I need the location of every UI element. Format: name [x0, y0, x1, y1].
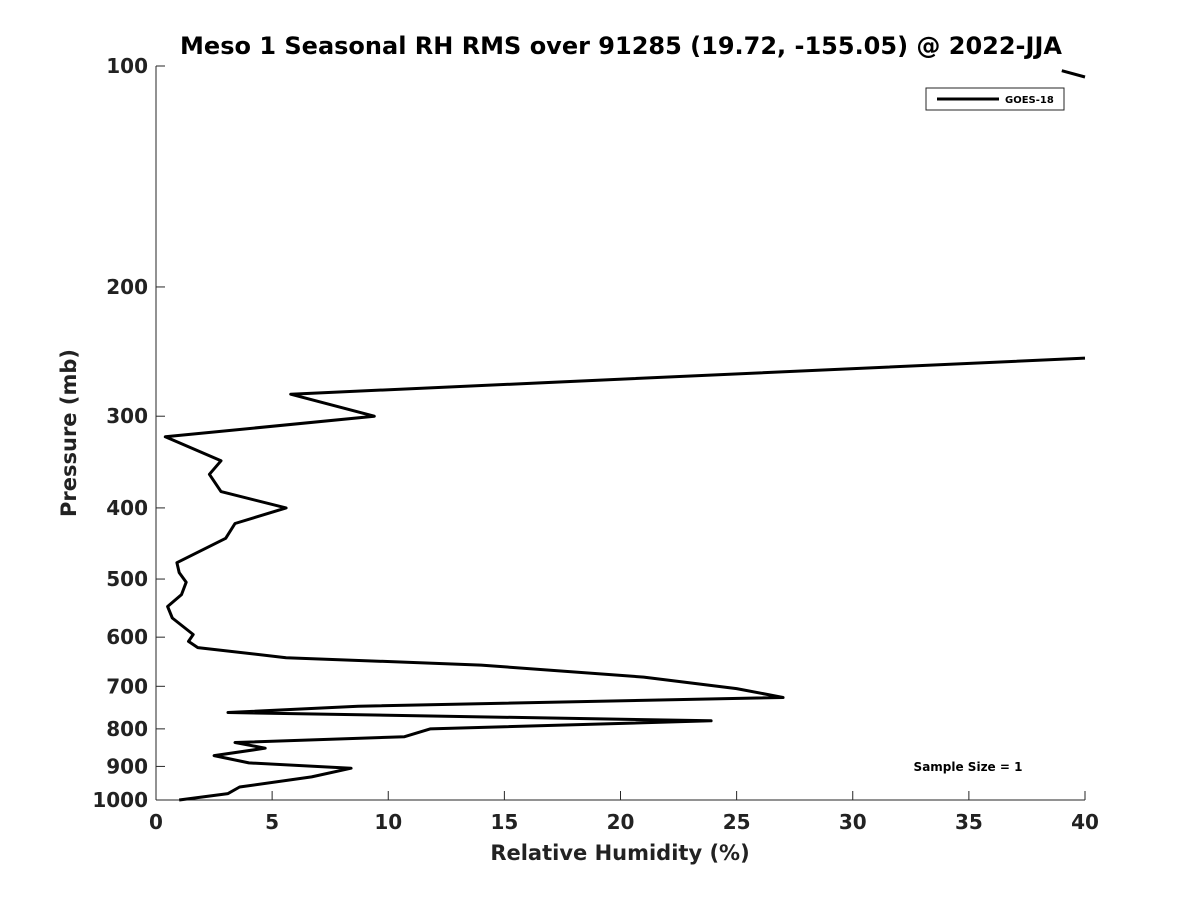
y-tick-label: 700 — [106, 674, 148, 698]
series-group — [163, 69, 1086, 802]
x-tick-label: 35 — [955, 810, 983, 834]
sample-size-annotation: Sample Size = 1 — [914, 760, 1023, 774]
series-line-goes-18 — [1061, 69, 1086, 79]
x-tick-label: 20 — [607, 810, 635, 834]
y-tick-label: 300 — [106, 404, 148, 428]
y-ticks: 100 200 300 400 500 600 700 800 900 1000 — [92, 54, 165, 812]
x-axis-label: Relative Humidity (%) — [490, 841, 749, 865]
x-tick-label: 10 — [374, 810, 402, 834]
y-tick-label: 800 — [106, 717, 148, 741]
y-tick-label: 100 — [106, 54, 148, 78]
y-tick-label: 500 — [106, 567, 148, 591]
plot-area: 0 5 10 15 20 25 30 35 40 100 200 300 400 500 600 700 80… — [92, 54, 1099, 834]
x-tick-label: 0 — [149, 810, 163, 834]
legend-label-goes-18: GOES-18 — [1005, 95, 1054, 106]
x-tick-label: 40 — [1071, 810, 1099, 834]
x-tick-label: 25 — [723, 810, 751, 834]
y-tick-label: 900 — [106, 754, 148, 778]
x-ticks: 0 5 10 15 20 25 30 35 40 — [149, 791, 1099, 834]
x-tick-label: 30 — [839, 810, 867, 834]
y-tick-label: 600 — [106, 625, 148, 649]
series-line-goes-18 — [163, 356, 1086, 802]
chart-title: Meso 1 Seasonal RH RMS over 91285 (19.72… — [180, 32, 1062, 60]
x-tick-label: 15 — [490, 810, 518, 834]
x-tick-label: 5 — [265, 810, 279, 834]
y-tick-label: 200 — [106, 275, 148, 299]
y-tick-label: 1000 — [92, 788, 148, 812]
y-axis-label: Pressure (mb) — [57, 349, 81, 517]
legend: GOES-18 — [925, 87, 1065, 111]
y-tick-label: 400 — [106, 496, 148, 520]
